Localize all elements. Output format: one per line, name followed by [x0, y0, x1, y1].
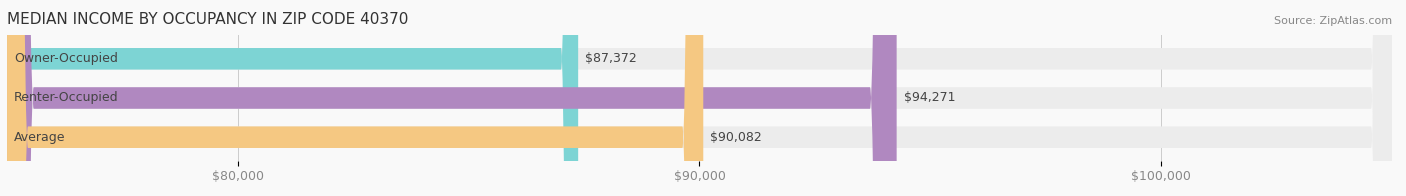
- Text: $94,271: $94,271: [904, 92, 955, 104]
- FancyBboxPatch shape: [7, 0, 578, 196]
- FancyBboxPatch shape: [7, 0, 1392, 196]
- FancyBboxPatch shape: [7, 0, 897, 196]
- FancyBboxPatch shape: [7, 0, 1392, 196]
- FancyBboxPatch shape: [7, 0, 1392, 196]
- Text: Average: Average: [14, 131, 66, 144]
- Text: Renter-Occupied: Renter-Occupied: [14, 92, 118, 104]
- Text: MEDIAN INCOME BY OCCUPANCY IN ZIP CODE 40370: MEDIAN INCOME BY OCCUPANCY IN ZIP CODE 4…: [7, 12, 408, 27]
- Text: Owner-Occupied: Owner-Occupied: [14, 52, 118, 65]
- FancyBboxPatch shape: [7, 0, 703, 196]
- Text: Source: ZipAtlas.com: Source: ZipAtlas.com: [1274, 16, 1392, 26]
- Text: $87,372: $87,372: [585, 52, 637, 65]
- Text: $90,082: $90,082: [710, 131, 762, 144]
